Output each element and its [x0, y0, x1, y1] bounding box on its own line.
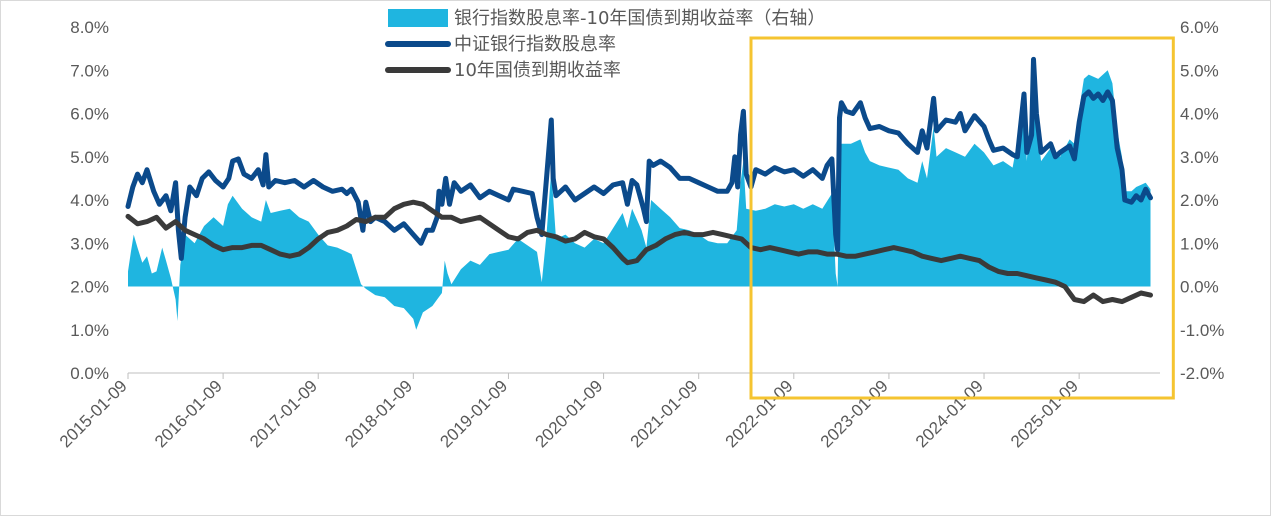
y-left-tick-label: 1.0%: [70, 321, 109, 340]
series-area-bond-yield: [128, 70, 1151, 330]
legend-label: 中证银行指数股息率: [454, 34, 616, 55]
x-tick-label: 2025-01-09: [1007, 376, 1082, 451]
x-tick-label: 2018-01-09: [341, 376, 416, 451]
spread-area-series: [128, 70, 1151, 330]
series-line-spread: [125, 56, 1153, 261]
y-right-tick-label: -2.0%: [1180, 364, 1224, 383]
x-tick-label: 2021-01-09: [627, 376, 702, 451]
legend: 银行指数股息率-10年国债到期收益率（右轴） 中证银行指数股息率 10年国债到期收益…: [385, 8, 825, 81]
y-left-tick-label: 3.0%: [70, 234, 109, 253]
x-tick-label: 2020-01-09: [531, 376, 606, 451]
x-tick-label: 2017-01-09: [246, 376, 321, 451]
x-tick-label: 2019-01-09: [436, 376, 511, 451]
y-right-tick-label: 6.0%: [1180, 18, 1219, 37]
x-tick-label: 2015-01-09: [56, 376, 131, 451]
y-right-tick-label: 5.0%: [1180, 61, 1219, 80]
y-right-tick-label: 1.0%: [1180, 234, 1219, 253]
x-tick-label: 2022-01-09: [722, 376, 797, 451]
y-right-tick-label: 0.0%: [1180, 278, 1219, 297]
y-axis-left-ticks: 0.0% 1.0% 2.0% 3.0% 4.0% 5.0% 6.0% 7.0% 8.0%: [70, 18, 109, 383]
y-left-tick-label: 7.0%: [70, 61, 109, 80]
y-right-tick-label: 3.0%: [1180, 148, 1219, 167]
y-left-tick-label: 8.0%: [70, 18, 109, 37]
x-tick-label: 2023-01-09: [817, 376, 892, 451]
legend-swatch-area: [388, 9, 448, 27]
y-left-tick-label: 0.0%: [70, 364, 109, 383]
line-series: [125, 56, 1153, 305]
x-tick-label: 2024-01-09: [912, 376, 987, 451]
y-right-tick-label: 4.0%: [1180, 105, 1219, 124]
y-right-tick-label: -1.0%: [1180, 321, 1224, 340]
y-right-tick-label: 2.0%: [1180, 191, 1219, 210]
legend-label: 银行指数股息率-10年国债到期收益率（右轴）: [454, 8, 825, 29]
x-tick-label: 2016-01-09: [151, 376, 226, 451]
y-left-tick-label: 2.0%: [70, 278, 109, 297]
series-line-bank-dividend: [125, 199, 1153, 305]
legend-label: 10年国债到期收益率: [454, 60, 621, 81]
highlight-box: [749, 36, 1175, 400]
y-left-tick-label: 5.0%: [70, 148, 109, 167]
y-left-tick-label: 6.0%: [70, 105, 109, 124]
y-axis-right-ticks: -2.0% -1.0% 0.0% 1.0% 2.0% 3.0% 4.0% 5.0% 6.0%: [1180, 18, 1224, 383]
x-axis-ticks: 2015-01-09 2016-01-09 2017-01-09 2018-01-09…: [56, 373, 1082, 451]
y-left-tick-label: 4.0%: [70, 191, 109, 210]
